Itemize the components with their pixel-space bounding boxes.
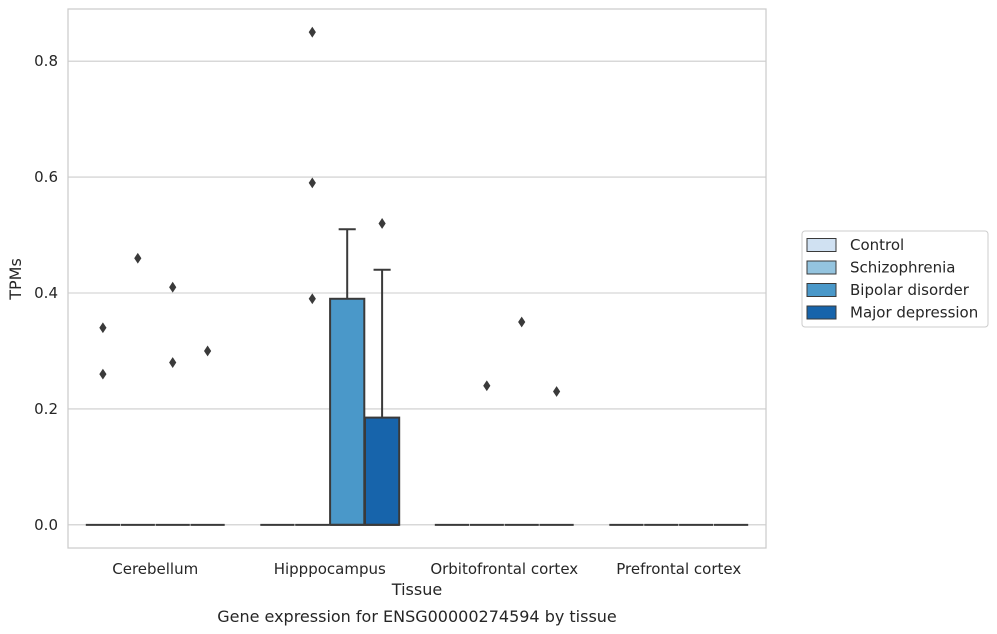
legend: Control Schizophrenia Bipolar disorder Majo…	[801, 230, 989, 328]
outlier-point	[553, 386, 561, 397]
legend-label: Bipolar disorder	[850, 281, 970, 299]
outlier-point	[308, 177, 316, 189]
x-tick-label: Prefrontal cortex	[616, 560, 741, 578]
legend-swatch	[806, 260, 837, 275]
box-rect	[329, 297, 366, 526]
grid-layer	[68, 60, 766, 526]
box-rect	[363, 416, 401, 526]
legend-label: Schizophrenia	[850, 259, 955, 277]
box-1-2	[329, 228, 366, 526]
plot-frame	[67, 8, 767, 549]
outlier-point	[169, 281, 177, 293]
legend-frame	[801, 230, 989, 328]
y-tick-label: 0.4	[34, 284, 58, 302]
y-axis-label: TPMs	[6, 258, 25, 301]
legend-swatch	[806, 283, 837, 297]
box-1-3	[363, 268, 401, 526]
outlier-point	[169, 357, 177, 368]
y-tick-label: 0.0	[34, 516, 58, 534]
outlier-point	[99, 322, 107, 334]
y-tick-label: 0.6	[34, 168, 58, 186]
legend-label: Control	[850, 236, 904, 254]
x-tick-label: Orbitofrontal cortex	[430, 560, 578, 578]
outlier-point	[204, 345, 212, 357]
x-axis-label: Tissue	[391, 580, 442, 599]
outlier-point	[483, 380, 491, 392]
x-tick-label: Cerebellum	[112, 560, 198, 578]
x-ticks: Cerebellum Hipppocampus Orbitofrontal cort…	[112, 560, 741, 578]
legend-label: Major depression	[850, 304, 978, 322]
outlier-point	[518, 316, 526, 328]
y-tick-label: 0.2	[34, 400, 58, 418]
outlier-point	[99, 368, 107, 380]
x-tick-label: Hipppocampus	[274, 560, 386, 578]
outlier-point	[378, 218, 386, 229]
legend-entries: Control Schizophrenia Bipolar disorder Majo…	[806, 236, 978, 322]
legend-swatch	[806, 238, 837, 252]
y-tick-label: 0.8	[34, 52, 58, 70]
outlier-point	[308, 293, 316, 305]
chart-caption: Gene expression for ENSG00000274594 by t…	[217, 607, 617, 626]
outlier-layer	[99, 26, 561, 397]
box-layer	[85, 228, 749, 526]
legend-swatch	[806, 305, 837, 320]
outlier-point	[308, 26, 316, 38]
outlier-point	[134, 252, 142, 264]
y-ticks: 0.0 0.2 0.4 0.6 0.8	[34, 52, 58, 534]
